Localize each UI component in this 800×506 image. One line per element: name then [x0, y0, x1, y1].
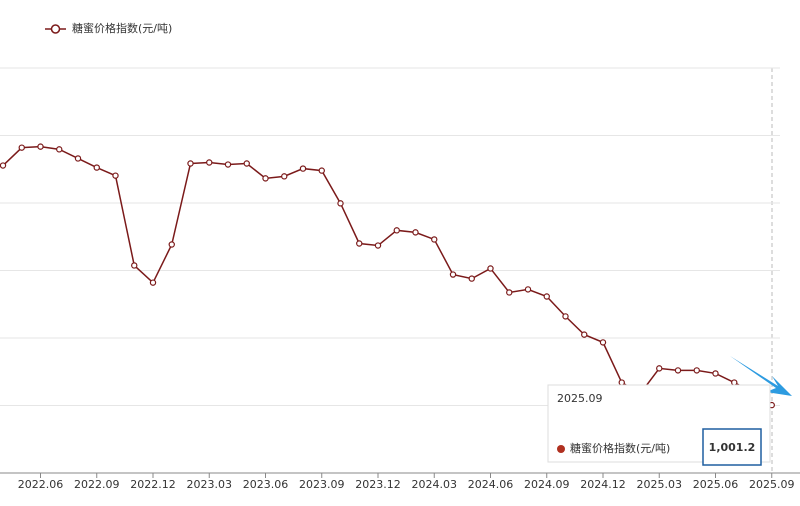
point — [0, 162, 7, 169]
legend-label[interactable]: 糖蜜价格指数(元/吨) — [72, 21, 172, 35]
tooltip-dot — [557, 445, 565, 453]
point — [674, 367, 682, 374]
point — [468, 275, 475, 282]
series-line — [2, 145, 773, 406]
x-tick-label: 2023.12 — [355, 478, 401, 491]
point — [393, 227, 400, 234]
point — [524, 286, 532, 293]
point — [581, 331, 588, 338]
x-tick-label: 2023.09 — [299, 478, 345, 491]
point — [618, 379, 625, 386]
x-tick-label: 2023.06 — [243, 478, 289, 491]
x-tick-label: 2024.03 — [412, 478, 458, 491]
point — [168, 241, 175, 248]
x-tick-label: 2024.06 — [468, 478, 514, 491]
point — [224, 161, 232, 168]
x-tick-label: 2025.03 — [637, 478, 683, 491]
arrow — [730, 356, 792, 396]
x-tick-label: 2024.09 — [524, 478, 570, 491]
x-tick-label: 2022.09 — [74, 478, 120, 491]
point — [131, 262, 138, 269]
point — [112, 172, 119, 179]
tooltip: 2025.09 糖蜜价格指数(元/吨) 1,001.2 — [547, 384, 771, 466]
point — [262, 175, 269, 182]
point — [599, 339, 607, 346]
point — [693, 367, 700, 374]
point — [562, 313, 569, 320]
point — [206, 159, 213, 166]
point — [506, 289, 513, 296]
point — [18, 144, 25, 151]
point — [74, 155, 82, 162]
tooltip-value: 1,001.2 — [709, 441, 756, 454]
x-tick-label: 2025.06 — [693, 478, 739, 491]
point — [281, 173, 288, 180]
x-tick-label: 2024.12 — [580, 478, 626, 491]
point — [56, 146, 63, 153]
point — [149, 279, 157, 286]
point — [337, 200, 344, 207]
point — [187, 160, 194, 167]
point — [656, 365, 663, 372]
point — [449, 271, 457, 278]
legend-marker — [50, 24, 61, 34]
tooltip-series: 糖蜜价格指数(元/吨) — [570, 441, 670, 455]
x-tick-label: 2025.09 — [749, 478, 795, 491]
point — [374, 242, 382, 249]
point — [243, 160, 250, 167]
x-tick-label: 2022.12 — [130, 478, 176, 491]
point — [731, 379, 738, 386]
point — [37, 143, 44, 150]
tooltip-title: 2025.09 — [557, 392, 603, 405]
point — [356, 240, 363, 247]
x-tick-label: 2023.03 — [187, 478, 233, 491]
x-tick-label: 2022.06 — [18, 478, 64, 491]
point — [412, 229, 419, 236]
tooltip-value-box — [702, 428, 762, 466]
point — [487, 265, 494, 272]
point — [543, 293, 550, 300]
point — [299, 165, 307, 172]
point — [712, 370, 719, 377]
point — [431, 236, 438, 243]
point — [318, 167, 325, 174]
point — [93, 164, 100, 171]
